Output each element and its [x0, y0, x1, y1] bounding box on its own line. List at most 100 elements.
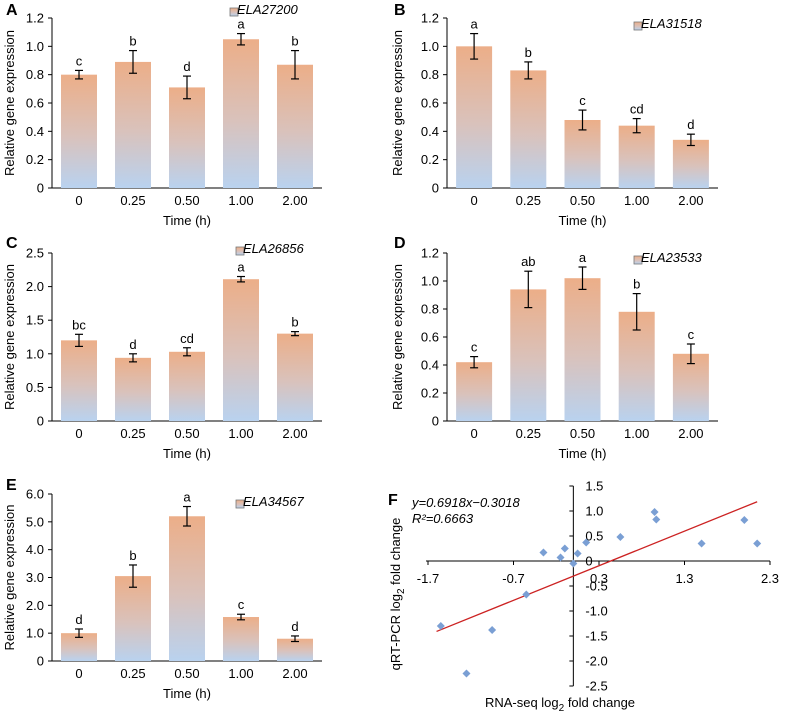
y-tick-label: -1.0: [585, 604, 607, 619]
x-tick-label: 0: [75, 193, 82, 208]
legend-label: ELA34567: [243, 494, 304, 509]
x-tick-label: 0.25: [120, 193, 145, 208]
x-axis-title: Time (h): [163, 686, 211, 701]
y-tick-label: 0: [585, 554, 592, 569]
legend-swatch: [633, 255, 643, 265]
x-axis-title: Time (h): [163, 213, 211, 228]
bar: [115, 61, 151, 188]
bar: [672, 353, 709, 421]
panel-letter: D: [394, 235, 406, 252]
bar: [61, 340, 97, 421]
bar: [115, 357, 151, 421]
legend-swatch: [235, 499, 245, 509]
x-axis-title: RNA-seq log2 fold change: [485, 695, 635, 711]
x-axis-title: Time (h): [559, 213, 607, 228]
x-axis-title: Time (h): [163, 446, 211, 461]
y-tick-label: 4.0: [26, 542, 44, 557]
legend-swatch: [633, 21, 643, 31]
y-tick-label: 1.0: [585, 504, 603, 519]
y-tick-label: 0.8: [421, 302, 439, 317]
x-tick-label: 0: [75, 426, 82, 441]
y-tick-label: 2.0: [26, 598, 44, 613]
panel-a: A 0 0.2 0.4 0.6 0.8 1.0 1.2 c 0 b 0.25 d 0.50 a 1.00 b 2.…: [2, 2, 322, 228]
significance-letter: c: [471, 340, 478, 355]
legend-label: ELA31518: [641, 16, 702, 31]
x-tick-label: 2.00: [678, 426, 703, 441]
x-tick-label: 0.3: [590, 571, 608, 586]
significance-letter: b: [291, 315, 298, 330]
significance-letter: d: [129, 337, 136, 352]
significance-letter: b: [525, 45, 532, 60]
significance-letter: c: [688, 327, 695, 342]
bar: [223, 617, 259, 661]
x-tick-label: 1.00: [624, 426, 649, 441]
bar: [672, 139, 709, 188]
legend-swatch: [235, 246, 245, 256]
y-tick-label: 0.2: [421, 386, 439, 401]
x-tick-label: 1.00: [228, 193, 253, 208]
data-point: [462, 669, 471, 678]
significance-letter: ab: [521, 254, 535, 269]
y-tick-label: -2.0: [585, 654, 607, 669]
bar: [564, 120, 601, 188]
x-axis-title: Time (h): [559, 446, 607, 461]
significance-letter: b: [291, 34, 298, 49]
y-tick-label: 2.5: [26, 246, 44, 261]
data-point: [652, 515, 661, 524]
significance-letter: b: [633, 277, 640, 292]
data-point: [573, 549, 582, 558]
y-tick-label: 0: [432, 181, 439, 196]
significance-letter: c: [238, 597, 245, 612]
significance-letter: d: [75, 612, 82, 627]
panel-letter: F: [388, 492, 398, 509]
data-point: [753, 539, 762, 548]
x-tick-label: 0.50: [570, 193, 595, 208]
significance-letter: bc: [72, 317, 86, 332]
significance-letter: a: [237, 260, 245, 275]
data-point: [582, 538, 591, 547]
bar: [510, 289, 547, 421]
y-tick-label: 6.0: [26, 487, 44, 502]
y-tick-label: -0.5: [585, 579, 607, 594]
y-tick-label: 0.8: [26, 67, 44, 82]
y-tick-label: 0.6: [26, 96, 44, 111]
y-tick-label: 1.5: [26, 313, 44, 328]
y-axis-title: Relative gene expression: [390, 30, 405, 176]
data-point: [569, 559, 578, 568]
legend-label: ELA23533: [641, 250, 702, 265]
significance-letter: c: [76, 53, 83, 68]
data-point: [560, 544, 569, 553]
significance-letter: b: [129, 34, 136, 49]
panel-letter: E: [6, 477, 17, 494]
y-tick-label: 5.0: [26, 514, 44, 529]
y-tick-label: 0.8: [421, 67, 439, 82]
y-tick-label: 1.0: [26, 39, 44, 54]
x-tick-label: 0.25: [120, 426, 145, 441]
y-tick-label: -2.5: [585, 679, 607, 694]
y-axis-title: Relative gene expression: [2, 30, 17, 176]
panel-letter: B: [394, 2, 406, 19]
data-point: [539, 548, 548, 557]
panel-f: F -2.5 -2.0 -1.5 -1.0 -0.5 0 0.5 1.0 1.5 -1.7 -0.7 0…: [388, 479, 779, 711]
data-point: [436, 622, 445, 630]
significance-letter: cd: [180, 331, 194, 346]
y-tick-label: 0.4: [421, 358, 439, 373]
bar: [277, 333, 313, 421]
y-tick-label: 0.2: [26, 152, 44, 167]
x-tick-label: 0.50: [174, 193, 199, 208]
trendline: [436, 501, 758, 633]
x-tick-label: 0.50: [174, 666, 199, 681]
y-axis-title: Relative gene expression: [2, 505, 17, 651]
y-axis-title: Relative gene expression: [390, 264, 405, 410]
x-tick-label: 1.00: [228, 426, 253, 441]
panel-d: D 0 0.2 0.4 0.6 0.8 1.0 1.2 c 0 ab 0.25 a 0.50 b 1.00 c 2…: [390, 235, 718, 461]
bar: [277, 638, 313, 661]
significance-letter: d: [291, 619, 298, 634]
y-tick-label: 0: [37, 414, 44, 429]
panel-e: E 0 1.0 2.0 3.0 4.0 5.0 6.0 d 0 b 0.25 a 0.50 c 1.00 d 2.…: [2, 477, 322, 701]
panel-c: C 0 0.5 1.0 1.5 2.0 2.5 bc 0 d 0.25 cd 0.50 a 1.00 b 2.0…: [2, 235, 322, 461]
bar: [456, 46, 493, 189]
significance-letter: d: [687, 117, 694, 132]
legend-swatch: [229, 7, 239, 17]
data-point: [740, 516, 749, 524]
